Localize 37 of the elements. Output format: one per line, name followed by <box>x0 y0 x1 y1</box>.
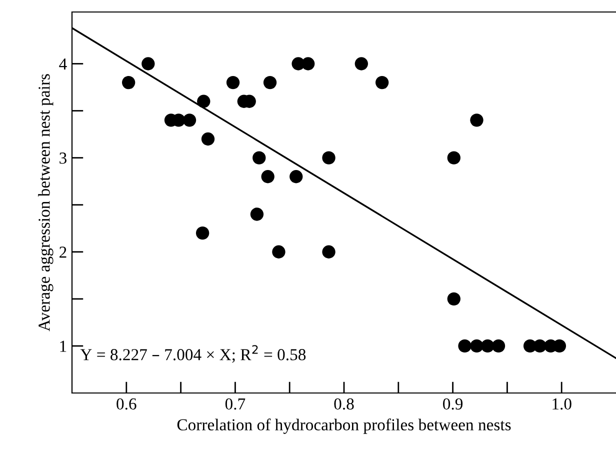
y-axis-title: Average aggression between nest pairs <box>38 74 54 332</box>
point <box>375 76 389 90</box>
point <box>226 76 240 90</box>
point <box>322 151 336 164</box>
point <box>458 339 472 353</box>
y-tick-label: 2 <box>60 246 66 258</box>
point <box>533 339 546 353</box>
point <box>196 226 210 240</box>
y-tick-label: 4 <box>59 58 67 70</box>
x-axis-title: Correlation of hydrocarbon profiles between nests <box>177 418 511 434</box>
point <box>263 76 277 90</box>
point <box>252 151 266 164</box>
x-tick-label: 1.0 <box>552 398 572 410</box>
x-tick-label: 0.6 <box>116 398 136 410</box>
point <box>290 170 303 184</box>
point <box>182 114 196 127</box>
point <box>197 94 210 108</box>
point <box>250 208 264 221</box>
point <box>447 151 460 164</box>
x-tick-label: 0.9 <box>443 398 463 410</box>
x-tick-label: 0.7 <box>225 398 246 410</box>
point <box>354 57 368 70</box>
point <box>122 76 136 90</box>
point <box>447 292 460 306</box>
x-tick-label: 0.8 <box>334 398 354 410</box>
y-tick-label: 1 <box>60 340 66 352</box>
point <box>481 339 494 353</box>
point <box>470 114 484 127</box>
point <box>322 245 336 258</box>
annotation: Y = 8.227 – 7.004 × X; R$^{2}$ = 0.58 <box>80 345 306 363</box>
point <box>302 57 315 70</box>
point <box>272 245 286 258</box>
point <box>201 132 215 146</box>
point <box>261 170 274 184</box>
y-tick-label: 3 <box>60 152 66 164</box>
point <box>492 339 506 353</box>
point <box>142 57 155 70</box>
